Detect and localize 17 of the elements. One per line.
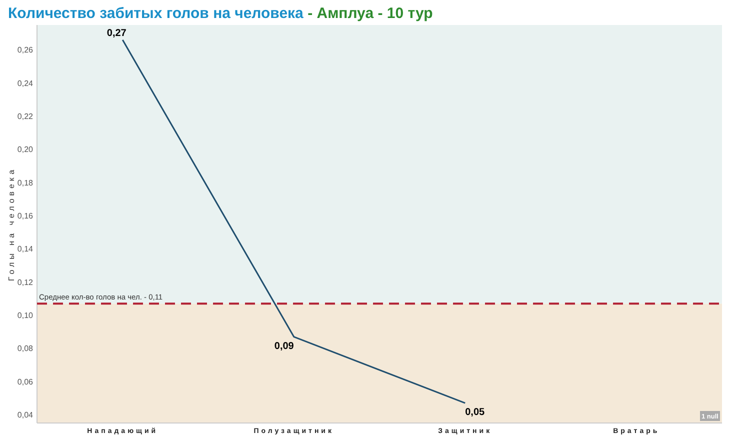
- y-tick-label: 0,12: [17, 278, 34, 287]
- y-axis-title: Голы на человека: [7, 166, 16, 282]
- y-tick-label: 0,24: [17, 78, 34, 88]
- y-tick-label: 0,04: [17, 410, 34, 420]
- y-tick-label: 0,14: [17, 244, 34, 254]
- y-tick-label: 0,10: [17, 311, 34, 320]
- y-tick-label: 0,08: [17, 344, 34, 354]
- y-tick-label: 0,18: [17, 178, 34, 188]
- y-tick-label: 0,26: [17, 46, 34, 55]
- y-tick-label: 0,16: [17, 212, 34, 221]
- data-label: 0,27: [106, 28, 127, 39]
- chart-title: Количество забитых голов на человека - Амплуа - 10 тур: [8, 5, 433, 22]
- y-tick-label: 0,06: [17, 377, 34, 386]
- data-label: 0,05: [465, 407, 486, 418]
- y-tick-label: 0,22: [17, 112, 34, 122]
- y-tick-label: 0,20: [17, 145, 34, 154]
- data-label: 0,09: [274, 340, 294, 352]
